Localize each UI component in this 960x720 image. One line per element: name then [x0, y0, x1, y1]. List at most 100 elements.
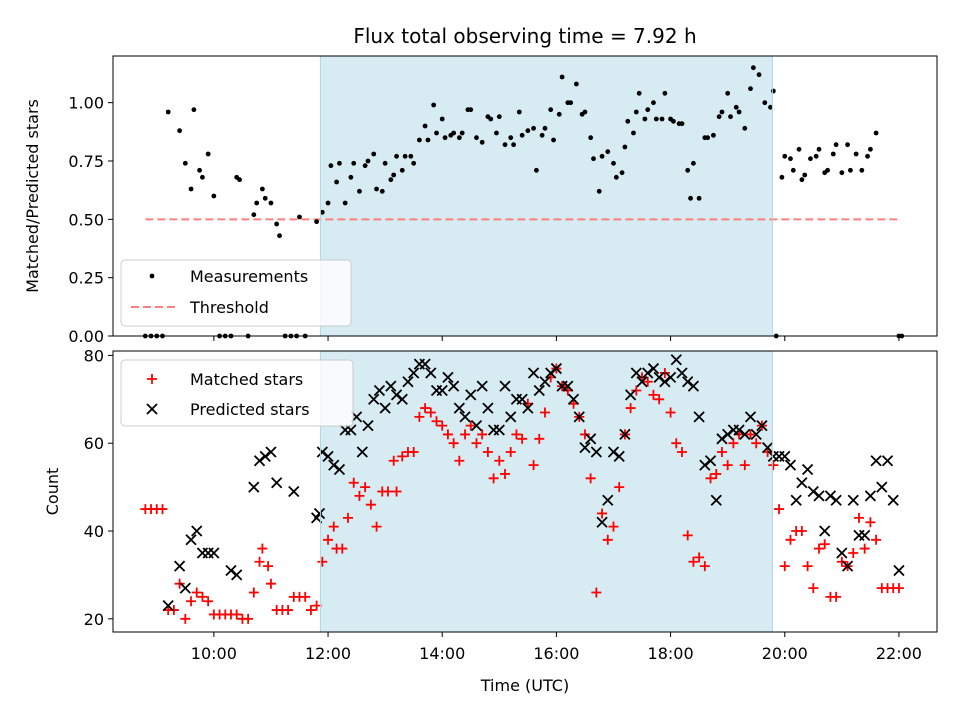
matched-point: [682, 530, 693, 541]
y-tick-label: 40: [84, 522, 104, 541]
measurement-point: [782, 153, 788, 159]
matched-point: [597, 508, 608, 519]
matched-point: [186, 596, 197, 607]
measurement-point: [277, 233, 282, 239]
matched-point: [665, 407, 676, 418]
measurement-point: [442, 135, 448, 141]
predicted-point: [562, 380, 574, 392]
measurement-point: [839, 170, 845, 176]
measurement-point: [459, 130, 465, 136]
predicted-point: [682, 376, 694, 388]
measurement-point: [539, 132, 545, 138]
legend-marker-predicted: [146, 403, 158, 415]
measurement-point: [211, 193, 217, 199]
predicted-point: [356, 446, 368, 458]
predicted-point: [664, 371, 677, 383]
matched-point: [365, 499, 376, 510]
matched-point: [360, 482, 371, 493]
predicted-point: [259, 450, 271, 463]
predicted-point: [208, 547, 220, 559]
predicted-point: [779, 450, 791, 463]
matched-point: [814, 543, 825, 554]
measurement-point: [328, 163, 334, 169]
measurement-point: [825, 167, 830, 173]
predicted-point: [545, 367, 557, 379]
matched-point: [648, 389, 659, 400]
predicted-point: [699, 459, 711, 471]
measurement-series: [142, 65, 905, 339]
measurement-point: [496, 114, 502, 120]
measurement-point: [416, 137, 422, 143]
measurement-point: [365, 158, 371, 164]
ratio-panel: 0.00 0.25 0.50 0.75 1.00 Matched/Predicted s…: [23, 55, 938, 346]
matched-point: [893, 583, 904, 594]
predicted-point: [819, 525, 831, 537]
predicted-point: [887, 494, 899, 506]
predicted-point: [739, 428, 751, 441]
matched-point: [391, 486, 402, 497]
matched-point: [614, 482, 625, 493]
matched-point: [323, 534, 334, 545]
measurement-point: [188, 186, 194, 192]
matched-point: [494, 455, 505, 466]
matched-point: [408, 446, 419, 457]
matched-point: [659, 367, 670, 378]
predicted-point: [716, 433, 728, 445]
predicted-point: [670, 354, 682, 366]
measurement-point: [411, 160, 417, 166]
matched-point: [705, 473, 716, 484]
x-tick-label: 20:00: [762, 644, 808, 663]
matched-point: [739, 460, 750, 471]
legend-label-predicted: Predicted stars: [190, 400, 310, 419]
predicted-point: [373, 384, 386, 397]
legend-label-matched: Matched stars: [190, 370, 303, 389]
matched-point: [625, 403, 636, 414]
predicted-point: [613, 450, 625, 463]
measurement-point: [254, 200, 260, 206]
measurement-point: [622, 144, 628, 150]
matched-point: [505, 446, 516, 457]
measurement-point: [788, 156, 793, 162]
predicted-point: [801, 463, 814, 476]
measurement-point: [434, 130, 439, 136]
measurement-point: [573, 81, 579, 87]
measurement-point: [551, 137, 556, 143]
predicted-point: [676, 367, 688, 379]
predicted-point: [191, 525, 203, 537]
predicted-point: [385, 380, 397, 392]
measurement-point: [314, 219, 320, 225]
predicted-point: [453, 402, 465, 414]
predicted-point: [687, 380, 700, 392]
matched-point: [699, 561, 710, 572]
matched-point: [642, 376, 653, 387]
measurement-point: [582, 109, 588, 115]
predicted-point: [824, 490, 837, 502]
matched-point: [305, 605, 316, 616]
predicted-point: [893, 564, 905, 577]
predicted-point: [402, 376, 414, 388]
matched-point: [263, 561, 274, 572]
measurement-point: [816, 146, 822, 152]
predicted-point: [647, 362, 660, 375]
predicted-point: [179, 582, 191, 594]
matched-point: [265, 578, 276, 589]
x-tick-label: 12:00: [305, 644, 351, 663]
count-x-axis-label: Time (UTC): [480, 676, 569, 695]
measurement-point: [659, 116, 665, 122]
x-tick-label: 10:00: [191, 644, 237, 663]
predicted-point: [642, 367, 654, 379]
measurement-point: [494, 130, 499, 136]
measurement-point: [402, 153, 408, 159]
measurement-point: [830, 151, 836, 157]
matched-point: [465, 420, 476, 431]
measurement-point: [691, 160, 696, 166]
matched-point: [437, 420, 448, 431]
measurement-point: [259, 186, 265, 192]
measurement-point: [319, 209, 325, 215]
measurement-point: [348, 174, 354, 180]
matched-point: [848, 547, 859, 558]
matched-point: [191, 587, 202, 598]
predicted-point: [231, 569, 243, 581]
measurement-point: [679, 121, 685, 127]
measurement-point: [439, 116, 445, 122]
